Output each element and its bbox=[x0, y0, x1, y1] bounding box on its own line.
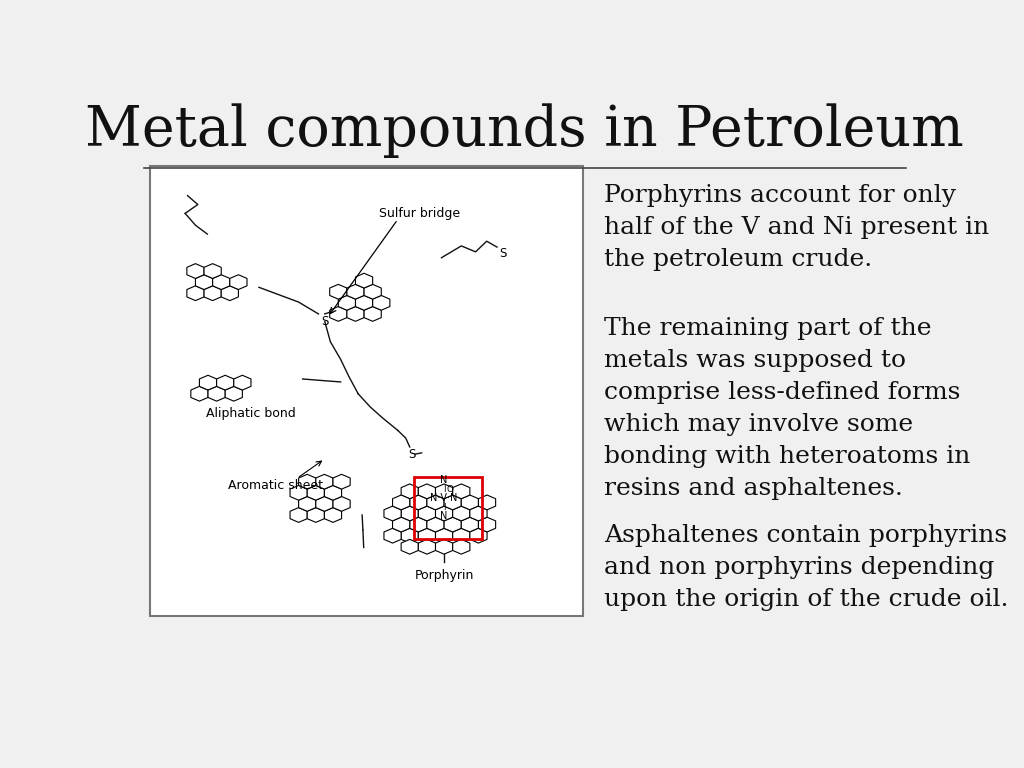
Text: N·V·N: N·V·N bbox=[430, 494, 458, 504]
Polygon shape bbox=[384, 528, 401, 543]
Polygon shape bbox=[461, 517, 478, 532]
Text: Asphaltenes contain porphyrins
and non porphyrins depending
upon the origin of t: Asphaltenes contain porphyrins and non p… bbox=[604, 524, 1009, 611]
Polygon shape bbox=[221, 286, 239, 300]
FancyBboxPatch shape bbox=[151, 166, 583, 615]
Polygon shape bbox=[338, 296, 355, 310]
Polygon shape bbox=[419, 528, 435, 543]
Polygon shape bbox=[355, 296, 373, 310]
Polygon shape bbox=[333, 475, 350, 489]
Polygon shape bbox=[384, 506, 401, 521]
Text: S: S bbox=[409, 448, 416, 461]
Polygon shape bbox=[461, 495, 478, 510]
Text: N: N bbox=[440, 511, 447, 521]
Text: The remaining part of the
metals was supposed to
comprise less-defined forms
whi: The remaining part of the metals was sup… bbox=[604, 317, 971, 500]
Text: I: I bbox=[442, 485, 445, 494]
Polygon shape bbox=[233, 376, 251, 390]
Polygon shape bbox=[401, 528, 419, 543]
Polygon shape bbox=[347, 306, 365, 321]
Text: Aromatic sheet: Aromatic sheet bbox=[228, 479, 324, 492]
Polygon shape bbox=[307, 485, 325, 500]
Polygon shape bbox=[365, 306, 381, 321]
Polygon shape bbox=[419, 539, 435, 554]
Polygon shape bbox=[204, 286, 221, 300]
Polygon shape bbox=[373, 296, 390, 310]
Polygon shape bbox=[290, 485, 307, 500]
Polygon shape bbox=[325, 485, 342, 500]
Polygon shape bbox=[325, 508, 342, 522]
Text: Aliphatic bond: Aliphatic bond bbox=[206, 407, 296, 420]
Polygon shape bbox=[186, 286, 204, 300]
Polygon shape bbox=[410, 495, 427, 510]
Polygon shape bbox=[435, 539, 453, 554]
Polygon shape bbox=[217, 376, 233, 390]
Polygon shape bbox=[190, 386, 208, 401]
Polygon shape bbox=[208, 386, 225, 401]
Polygon shape bbox=[453, 506, 470, 521]
Polygon shape bbox=[204, 263, 221, 279]
Polygon shape bbox=[435, 506, 453, 521]
Polygon shape bbox=[427, 495, 444, 510]
Polygon shape bbox=[435, 484, 453, 498]
Polygon shape bbox=[355, 273, 373, 288]
Polygon shape bbox=[290, 508, 307, 522]
Polygon shape bbox=[419, 484, 435, 498]
Polygon shape bbox=[299, 475, 315, 489]
Polygon shape bbox=[315, 475, 333, 489]
Polygon shape bbox=[213, 275, 229, 290]
Polygon shape bbox=[453, 484, 470, 498]
Text: Porphyrins account for only
half of the V and Ni present in
the petroleum crude.: Porphyrins account for only half of the … bbox=[604, 184, 989, 271]
Polygon shape bbox=[427, 517, 444, 532]
Text: Sulfur bridge: Sulfur bridge bbox=[380, 207, 461, 220]
Polygon shape bbox=[435, 528, 453, 543]
Polygon shape bbox=[392, 517, 410, 532]
Text: Metal compounds in Petroleum: Metal compounds in Petroleum bbox=[85, 103, 965, 158]
Bar bbox=[415, 477, 482, 538]
Text: S: S bbox=[499, 247, 506, 260]
Text: N: N bbox=[440, 475, 447, 485]
Polygon shape bbox=[401, 484, 419, 498]
Text: S: S bbox=[322, 315, 329, 328]
Polygon shape bbox=[401, 539, 419, 554]
Polygon shape bbox=[299, 496, 315, 511]
Polygon shape bbox=[470, 528, 487, 543]
Polygon shape bbox=[330, 306, 347, 321]
Polygon shape bbox=[347, 284, 365, 299]
Polygon shape bbox=[419, 506, 435, 521]
Polygon shape bbox=[444, 495, 461, 510]
Text: Porphyrin: Porphyrin bbox=[415, 568, 474, 581]
Polygon shape bbox=[478, 517, 496, 532]
Polygon shape bbox=[333, 496, 350, 511]
Polygon shape bbox=[453, 539, 470, 554]
Polygon shape bbox=[186, 263, 204, 279]
Polygon shape bbox=[478, 495, 496, 510]
Text: I: I bbox=[442, 504, 445, 512]
Polygon shape bbox=[410, 517, 427, 532]
Polygon shape bbox=[307, 508, 325, 522]
Polygon shape bbox=[401, 506, 419, 521]
Polygon shape bbox=[229, 275, 247, 290]
Polygon shape bbox=[392, 495, 410, 510]
Polygon shape bbox=[444, 517, 461, 532]
Polygon shape bbox=[225, 386, 243, 401]
Polygon shape bbox=[196, 275, 213, 290]
Polygon shape bbox=[330, 284, 347, 299]
Text: O: O bbox=[446, 485, 454, 494]
Polygon shape bbox=[453, 528, 470, 543]
Polygon shape bbox=[200, 376, 217, 390]
Polygon shape bbox=[365, 284, 381, 299]
Polygon shape bbox=[470, 506, 487, 521]
Polygon shape bbox=[315, 496, 333, 511]
